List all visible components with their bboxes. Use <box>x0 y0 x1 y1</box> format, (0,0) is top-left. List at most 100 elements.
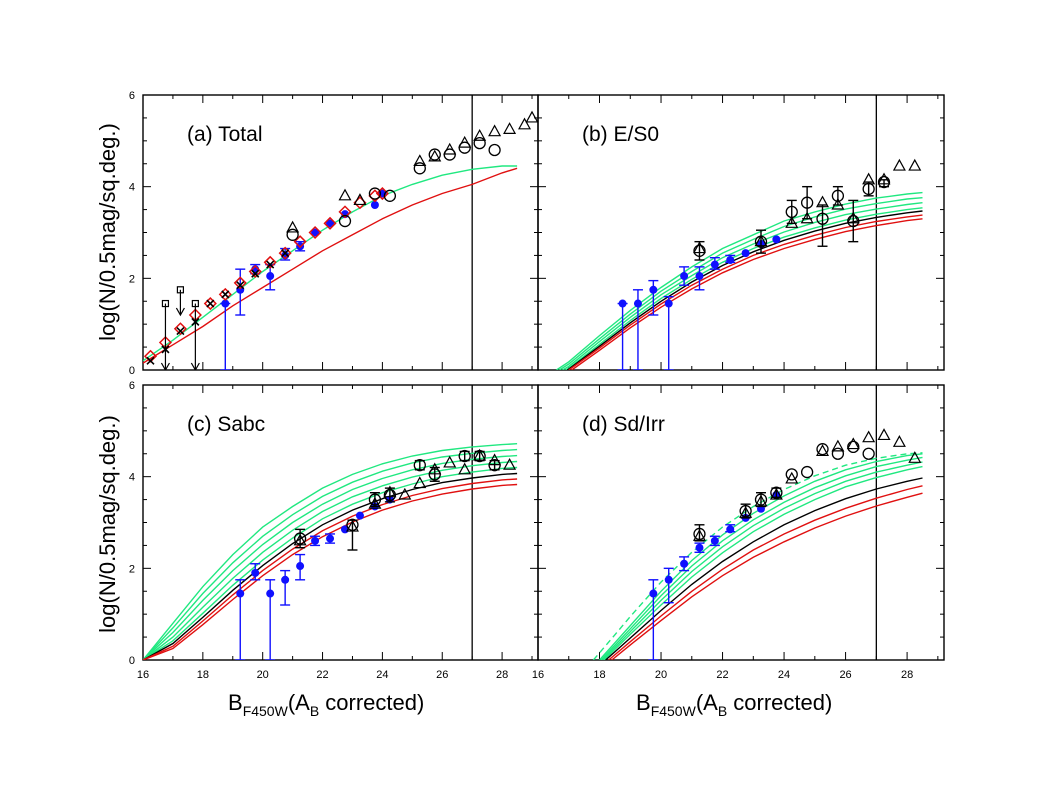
data-point <box>345 519 359 532</box>
model-curves <box>143 443 518 660</box>
model-curve <box>143 460 518 660</box>
data-point <box>413 154 427 167</box>
data-point <box>221 290 230 299</box>
data-point <box>311 228 320 237</box>
data-point <box>862 172 876 185</box>
data-point <box>754 234 768 247</box>
data-point <box>346 518 359 531</box>
data-point <box>236 589 245 598</box>
x-axis-title-end: corrected) <box>319 690 424 715</box>
data-point <box>173 322 187 336</box>
data-point <box>664 575 673 584</box>
upper-limit-arrowhead <box>190 362 200 370</box>
model-curve <box>143 466 518 660</box>
data-point <box>293 532 307 545</box>
data-point <box>785 471 799 484</box>
x-axis-title-end: corrected) <box>727 690 832 715</box>
data-point <box>862 430 876 443</box>
data-point <box>458 449 471 463</box>
data-point <box>693 527 706 541</box>
model-curve <box>568 214 923 370</box>
data-point <box>772 235 781 244</box>
data-point <box>847 440 860 454</box>
model-curve <box>143 167 518 364</box>
data-point <box>649 589 658 598</box>
data-point <box>518 117 532 130</box>
data-point <box>846 211 860 224</box>
y-tick-label: 2 <box>129 273 135 285</box>
y-tick-label: 6 <box>129 90 135 102</box>
data-point <box>398 487 412 500</box>
x-axis-title-sub2: B <box>718 703 727 719</box>
x-axis-title-main: B <box>636 690 651 715</box>
data-point <box>754 494 768 507</box>
data-point <box>251 568 260 577</box>
data-point <box>176 326 185 336</box>
model-curve <box>566 210 923 370</box>
model-curve <box>592 452 923 660</box>
model-curves <box>143 165 518 364</box>
data-point <box>695 272 704 281</box>
data-point <box>618 299 627 308</box>
data-point <box>710 536 719 545</box>
data-point <box>831 189 845 202</box>
x-tick-label: 22 <box>316 669 328 681</box>
data-point <box>443 142 457 155</box>
data-point <box>308 225 322 240</box>
data-point <box>355 511 364 520</box>
x-axis-title-sub: F450W <box>651 703 697 719</box>
data-point <box>785 468 798 481</box>
x-tick-label: 16 <box>532 669 544 681</box>
data-point <box>831 197 845 210</box>
data-point <box>370 201 379 209</box>
data-point <box>458 135 472 148</box>
data-point <box>739 506 753 518</box>
data-point <box>800 465 814 479</box>
data-point <box>473 129 487 141</box>
y-tick-label: 2 <box>129 563 135 575</box>
data-point <box>413 476 427 489</box>
data-point <box>892 435 906 447</box>
y-tick-label: 4 <box>129 472 135 484</box>
data-point <box>326 534 335 543</box>
data-point <box>908 158 922 171</box>
panel-title: (c) Sabc <box>187 413 265 436</box>
data-point <box>413 459 426 472</box>
x-tick-label: 20 <box>257 669 269 681</box>
upper-limit-arrowhead <box>175 307 185 317</box>
data-point <box>218 287 232 301</box>
model-curve <box>603 465 923 660</box>
data-point <box>695 543 704 552</box>
data-point <box>338 205 352 219</box>
data-point <box>473 448 487 461</box>
panel-a: 0 2 4 6 (a) Total <box>129 90 539 377</box>
data-point <box>413 162 426 175</box>
y-axis-title-bottom: log(N/0.5mag/sq.deg.) <box>95 415 120 633</box>
data-point <box>816 443 829 456</box>
model-curve <box>143 483 518 660</box>
data-point <box>680 559 689 568</box>
data-point <box>877 172 891 185</box>
data-point <box>428 148 441 161</box>
data-point <box>488 453 502 466</box>
data-point <box>680 272 689 281</box>
data-point <box>323 216 337 230</box>
data-point <box>726 525 735 534</box>
data-point <box>800 196 814 209</box>
data-point <box>815 195 830 208</box>
data-point <box>278 246 292 260</box>
data-series <box>648 428 922 660</box>
x-tick-label: 18 <box>197 669 209 681</box>
model-curve <box>602 461 923 660</box>
x-tick-label: 24 <box>778 669 790 681</box>
data-point <box>353 193 367 206</box>
model-curve <box>559 197 923 370</box>
panel-b: (b) E/S0 <box>537 94 945 371</box>
x-axis-title-right: BF450W(AB corrected) <box>636 690 832 719</box>
data-point <box>293 533 307 546</box>
model-curve <box>598 453 923 660</box>
model-curve <box>565 207 923 370</box>
x-tick-label: 26 <box>839 669 851 681</box>
model-curve <box>143 443 518 660</box>
